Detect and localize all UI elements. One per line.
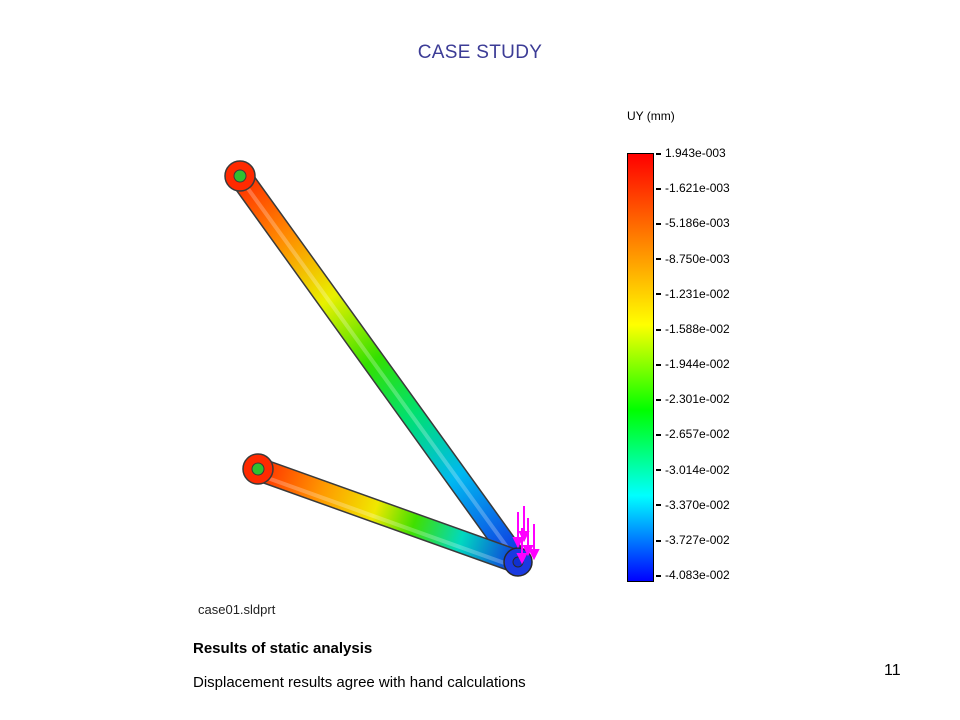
- legend-tick: [656, 223, 661, 226]
- legend-labels: 1.943e-003 -1.621e-003 -5.186e-003 -8.750e-…: [656, 0, 816, 720]
- legend-value: -3.014e-002: [665, 462, 730, 477]
- legend-label: -5.186e-003: [656, 216, 730, 230]
- legend-value: -1.944e-002: [665, 357, 730, 371]
- legend-title: UY (mm): [627, 109, 675, 123]
- caption-body: Displacement results agree with hand cal…: [193, 674, 526, 691]
- legend-value: -2.301e-002: [665, 392, 730, 407]
- legend-label: -1.588e-002: [656, 322, 730, 336]
- legend-value: -4.083e-002: [665, 568, 730, 582]
- color-scale-bar: [627, 153, 654, 582]
- page-number: 11: [884, 662, 901, 679]
- slide-title: CASE STUDY: [417, 42, 543, 63]
- legend-tick: [656, 398, 661, 401]
- legend-value: -8.750e-003: [665, 251, 730, 266]
- legend-tick: [656, 539, 661, 542]
- legend-tick: [656, 504, 661, 507]
- legend-tick: [656, 152, 661, 155]
- legend-tick: [656, 434, 661, 437]
- legend-value: -1.588e-002: [665, 321, 730, 336]
- legend-label: 1.943e-003: [656, 146, 726, 160]
- legend-value: -2.657e-002: [665, 427, 730, 442]
- legend-label: -2.301e-002: [656, 392, 730, 406]
- load-arrows: [512, 506, 540, 565]
- legend-label: -1.621e-003: [656, 181, 730, 195]
- legend-label: -3.370e-002: [656, 498, 730, 512]
- caption-title: Results of static analysis: [193, 640, 373, 657]
- legend-label: -2.657e-002: [656, 427, 730, 441]
- legend-tick: [656, 469, 661, 472]
- legend-label: -4.083e-002: [656, 568, 730, 582]
- legend-value: -1.231e-002: [665, 286, 730, 301]
- legend-label: -3.014e-002: [656, 463, 730, 477]
- legend-tick: [656, 258, 661, 261]
- short-link: [242, 453, 530, 574]
- long-link: [224, 160, 530, 574]
- legend-value: 1.943e-003: [665, 146, 726, 160]
- legend-value: -5.186e-003: [665, 216, 730, 231]
- model-filename: case01.sldprt: [198, 602, 276, 617]
- legend-value: -3.727e-002: [665, 532, 730, 547]
- legend-value: -1.621e-003: [665, 181, 730, 196]
- legend-label: -1.944e-002: [656, 357, 730, 371]
- legend-tick: [656, 363, 661, 366]
- legend-label: -8.750e-003: [656, 252, 730, 266]
- legend-label: -3.727e-002: [656, 533, 730, 547]
- legend-label: -1.231e-002: [656, 287, 730, 301]
- legend-tick: [656, 328, 661, 331]
- legend-value: -3.370e-002: [665, 497, 730, 512]
- legend-tick: [656, 293, 661, 296]
- legend-tick: [656, 187, 661, 190]
- legend-tick: [656, 574, 661, 577]
